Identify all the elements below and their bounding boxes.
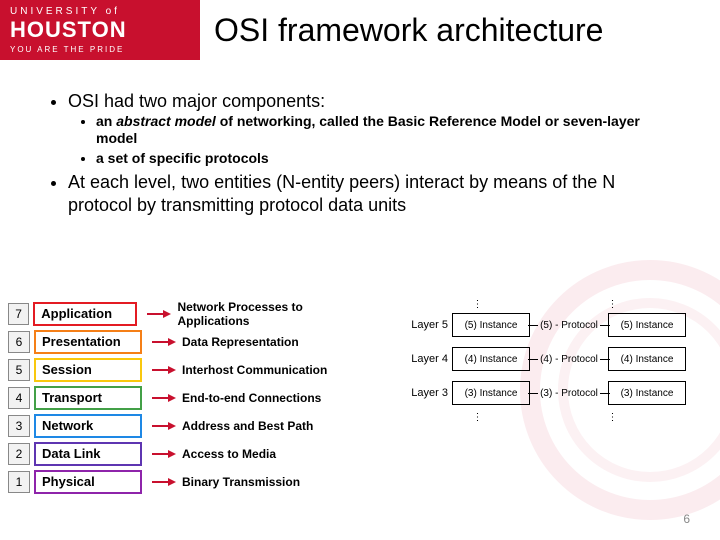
vdots-top: ⋮⋮ <box>370 302 720 307</box>
instance-row: Layer 5(5) Instance(5) - Protocol(5) Ins… <box>370 313 720 337</box>
university-logo: UNIVERSITY of HOUSTON YOU ARE THE PRIDE <box>0 0 200 60</box>
layer-number: 4 <box>8 387 30 409</box>
layer-number: 1 <box>8 471 30 493</box>
instance-protocol: (3) - Protocol <box>530 388 608 399</box>
layer-row-7: 7Application Network Processes to Applica… <box>8 300 370 327</box>
layer-row-5: 5Session Interhost Communication <box>8 356 370 383</box>
diagram-area: 7Application Network Processes to Applica… <box>0 300 720 510</box>
instance-box-right: (5) Instance <box>608 313 686 337</box>
osi-layer-stack: 7Application Network Processes to Applica… <box>0 300 370 510</box>
layer-desc: Interhost Communication <box>182 363 327 377</box>
logo-line1: UNIVERSITY of <box>10 6 190 17</box>
bullet-1a: an abstract model of networking, called … <box>96 113 680 148</box>
arrow-icon <box>152 449 176 459</box>
bullet-1b: a set of specific protocols <box>96 150 680 168</box>
layer-name: Presentation <box>34 330 142 354</box>
layer-number: 6 <box>8 331 30 353</box>
arrow-icon <box>152 337 176 347</box>
slide-title: OSI framework architecture <box>200 12 603 49</box>
instance-box-right: (3) Instance <box>608 381 686 405</box>
instance-diagram: ⋮⋮ Layer 5(5) Instance(5) - Protocol(5) … <box>370 300 720 510</box>
layer-number: 7 <box>8 303 29 325</box>
arrow-icon <box>152 421 176 431</box>
instance-protocol: (4) - Protocol <box>530 354 608 365</box>
layer-row-4: 4Transport End-to-end Connections <box>8 384 370 411</box>
instance-layer-label: Layer 3 <box>404 387 452 399</box>
arrow-icon <box>147 309 171 319</box>
layer-row-6: 6Presentation Data Representation <box>8 328 370 355</box>
arrow-icon <box>152 477 176 487</box>
bullet-1: OSI had two major components: an abstrac… <box>68 90 680 167</box>
arrow-icon <box>152 393 176 403</box>
layer-number: 2 <box>8 443 30 465</box>
layer-name: Transport <box>34 386 142 410</box>
vdots-bottom: ⋮⋮ <box>370 415 720 420</box>
instance-box-left: (3) Instance <box>452 381 530 405</box>
instance-box-right: (4) Instance <box>608 347 686 371</box>
layer-name: Session <box>34 358 142 382</box>
instance-row: Layer 3(3) Instance(3) - Protocol(3) Ins… <box>370 381 720 405</box>
instance-box-left: (4) Instance <box>452 347 530 371</box>
page-number: 6 <box>683 512 690 526</box>
logo-tagline: YOU ARE THE PRIDE <box>10 45 190 54</box>
layer-desc: Access to Media <box>182 447 276 461</box>
instance-box-left: (5) Instance <box>452 313 530 337</box>
arrow-icon <box>152 365 176 375</box>
layer-desc: End-to-end Connections <box>182 391 321 405</box>
layer-row-2: 2Data Link Access to Media <box>8 440 370 467</box>
instance-layer-label: Layer 4 <box>404 353 452 365</box>
instance-layer-label: Layer 5 <box>404 319 452 331</box>
layer-row-1: 1Physical Binary Transmission <box>8 468 370 495</box>
layer-row-3: 3Network Address and Best Path <box>8 412 370 439</box>
layer-name: Application <box>33 302 137 326</box>
instance-protocol: (5) - Protocol <box>530 320 608 331</box>
bullet-2: At each level, two entities (N-entity pe… <box>68 171 680 216</box>
layer-desc: Data Representation <box>182 335 299 349</box>
slide-header: UNIVERSITY of HOUSTON YOU ARE THE PRIDE … <box>0 0 720 60</box>
layer-desc: Address and Best Path <box>182 419 313 433</box>
instance-row: Layer 4(4) Instance(4) - Protocol(4) Ins… <box>370 347 720 371</box>
slide-body: OSI had two major components: an abstrac… <box>0 60 720 216</box>
layer-desc: Network Processes to Applications <box>177 300 370 328</box>
layer-desc: Binary Transmission <box>182 475 300 489</box>
layer-number: 3 <box>8 415 30 437</box>
layer-number: 5 <box>8 359 30 381</box>
layer-name: Data Link <box>34 442 142 466</box>
logo-name: HOUSTON <box>10 19 190 41</box>
layer-name: Physical <box>34 470 142 494</box>
layer-name: Network <box>34 414 142 438</box>
